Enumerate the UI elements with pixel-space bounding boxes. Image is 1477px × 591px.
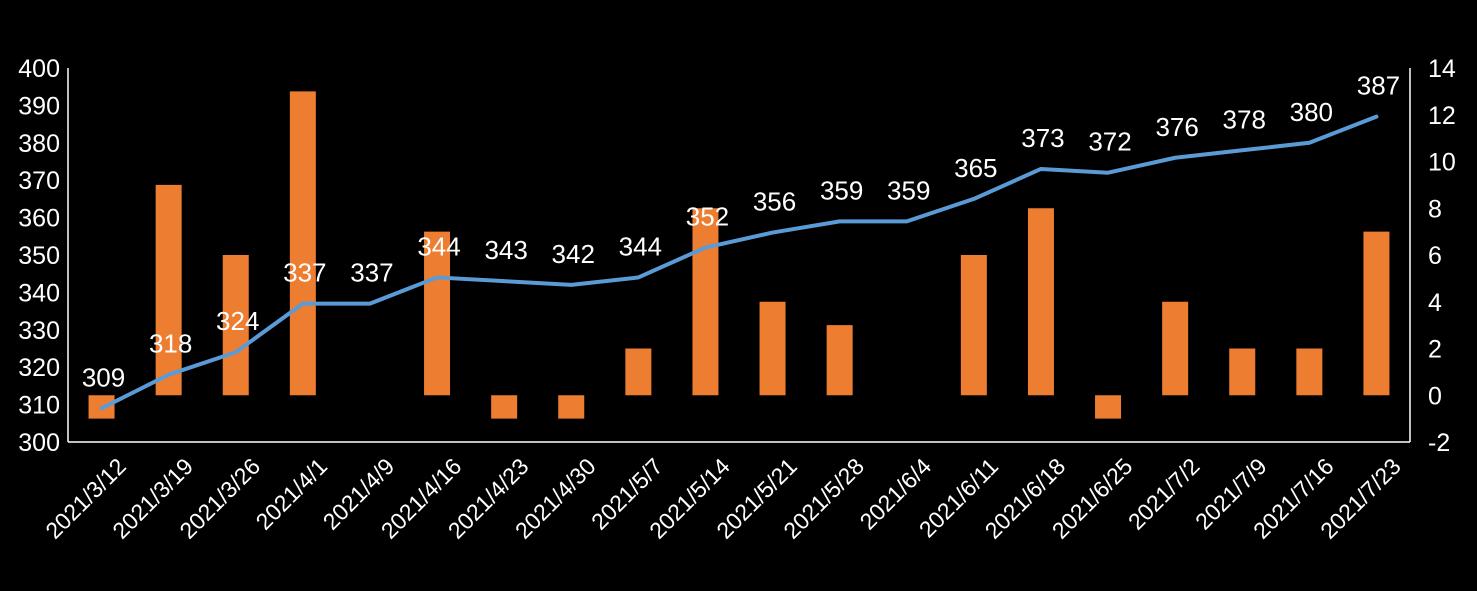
y-right-tick-label: 2 — [1428, 336, 1442, 364]
data-label: 324 — [216, 306, 259, 336]
y-right-tick-label: 8 — [1428, 195, 1442, 223]
data-label: 376 — [1155, 112, 1198, 142]
data-label: 352 — [686, 202, 729, 232]
y-right-tick-label: -2 — [1428, 429, 1450, 457]
bar — [222, 255, 249, 396]
y-left-tick-label: 310 — [18, 392, 60, 420]
y-left-tick-label: 340 — [18, 279, 60, 307]
y-left-tick-label: 360 — [18, 205, 60, 233]
bar — [1296, 348, 1323, 396]
data-label: 356 — [753, 187, 796, 217]
series-line — [99, 114, 1379, 411]
data-label: 365 — [954, 153, 997, 183]
data-label: 359 — [887, 175, 930, 205]
y-left-tick-label: 330 — [18, 317, 60, 345]
bar — [692, 208, 719, 396]
bar — [1095, 395, 1122, 419]
y-left-tick-label: 300 — [18, 429, 60, 457]
y-right-tick-label: 0 — [1428, 382, 1442, 410]
y-right-tick-label: 12 — [1428, 102, 1456, 130]
data-label: 337 — [350, 258, 393, 288]
bar — [960, 255, 987, 396]
bar — [558, 395, 585, 419]
bar — [1229, 348, 1256, 396]
y-right-tick-label: 6 — [1428, 242, 1442, 270]
bar — [491, 395, 518, 419]
y-left-tick-label: 370 — [18, 167, 60, 195]
y-left-tick-label: 380 — [18, 130, 60, 158]
y-right-tick-label: 10 — [1428, 149, 1456, 177]
data-label: 318 — [149, 329, 192, 359]
bar — [1162, 301, 1189, 396]
bar — [1363, 231, 1390, 396]
bar — [625, 348, 652, 396]
data-label: 309 — [82, 362, 125, 392]
bar — [424, 231, 451, 396]
data-label: 344 — [417, 231, 460, 261]
data-label: 378 — [1223, 104, 1266, 134]
bar — [155, 184, 182, 396]
data-label: 380 — [1290, 97, 1333, 127]
data-label: 342 — [552, 239, 595, 269]
bar — [826, 325, 853, 396]
bar — [1027, 208, 1054, 396]
bar — [289, 91, 316, 396]
y-right-tick-label: 14 — [1428, 55, 1456, 83]
data-label: 372 — [1088, 127, 1131, 157]
y-left-tick-label: 320 — [18, 354, 60, 382]
y-right-tick-label: 4 — [1428, 289, 1442, 317]
data-label: 373 — [1021, 123, 1064, 153]
y-left-tick-label: 400 — [18, 55, 60, 83]
y-left-tick-label: 350 — [18, 242, 60, 270]
data-label: 343 — [484, 235, 527, 265]
y-left-tick-label: 390 — [18, 92, 60, 120]
data-label: 387 — [1357, 71, 1400, 101]
data-label: 337 — [283, 258, 326, 288]
data-label: 344 — [619, 231, 662, 261]
bar — [759, 301, 786, 396]
data-label: 359 — [820, 175, 863, 205]
